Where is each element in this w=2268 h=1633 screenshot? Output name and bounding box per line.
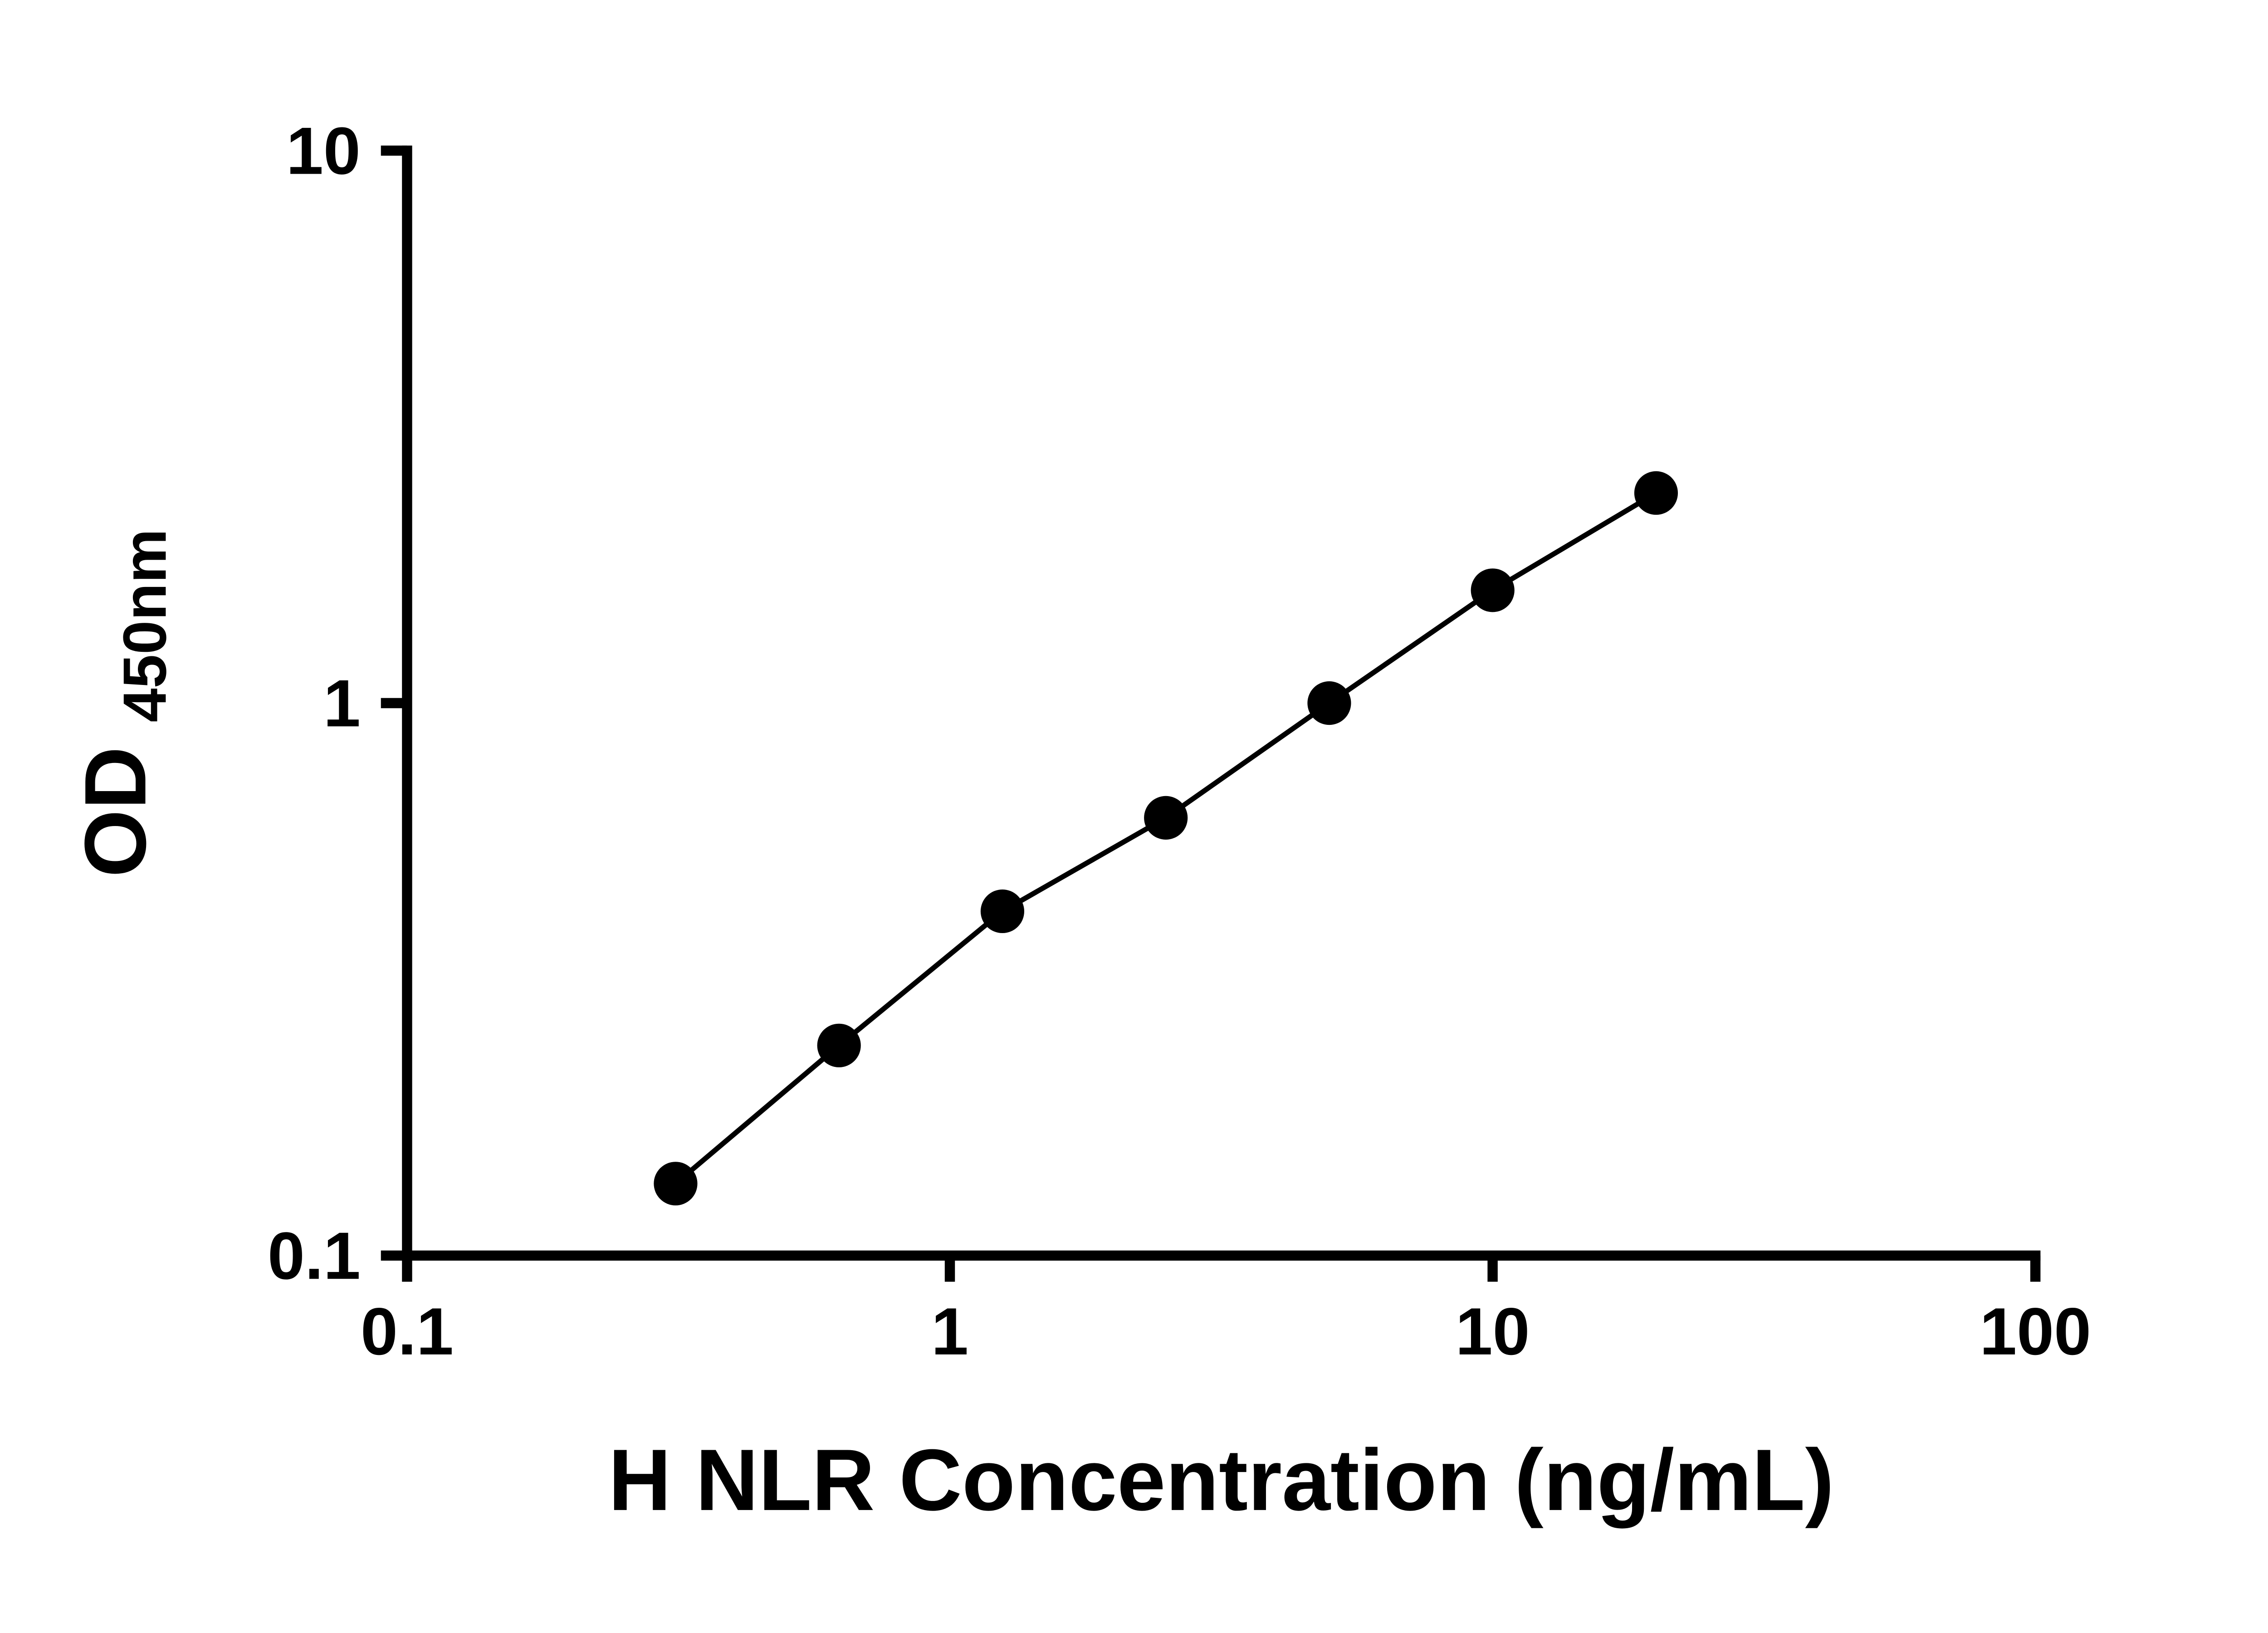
y-ticks-group: 0.1 1 10 [268,114,407,1293]
series-group [654,471,1678,1206]
data-point [654,1162,698,1206]
data-point [1634,471,1678,515]
axes-group [402,145,2041,1261]
data-point [1307,681,1351,725]
x-tick-label: 100 [1980,1295,2091,1369]
data-point [817,1023,861,1067]
y-tick-label: 1 [323,666,361,741]
x-tick-label: 1 [931,1295,968,1369]
y-tick-label: 0.1 [268,1219,361,1293]
x-tick-label: 0.1 [361,1295,454,1369]
y-axis-title-sub: 450nm [110,529,179,723]
x-tick-label: 10 [1456,1295,1530,1369]
y-axis-title-main: OD [67,747,164,877]
plot-area: 0.1 1 10 100 0.1 1 10 [268,114,2091,1369]
axis-lines [402,145,2041,1261]
y-tick-label: 10 [286,114,361,188]
y-axis-title: OD 450nm [67,529,179,877]
data-point [1144,796,1188,840]
x-axis-title: H NLR Concentration (ng/mL) [608,1431,1834,1529]
data-point [980,889,1025,934]
data-point [1471,568,1515,612]
x-ticks-group: 0.1 1 10 100 [361,1255,2091,1369]
